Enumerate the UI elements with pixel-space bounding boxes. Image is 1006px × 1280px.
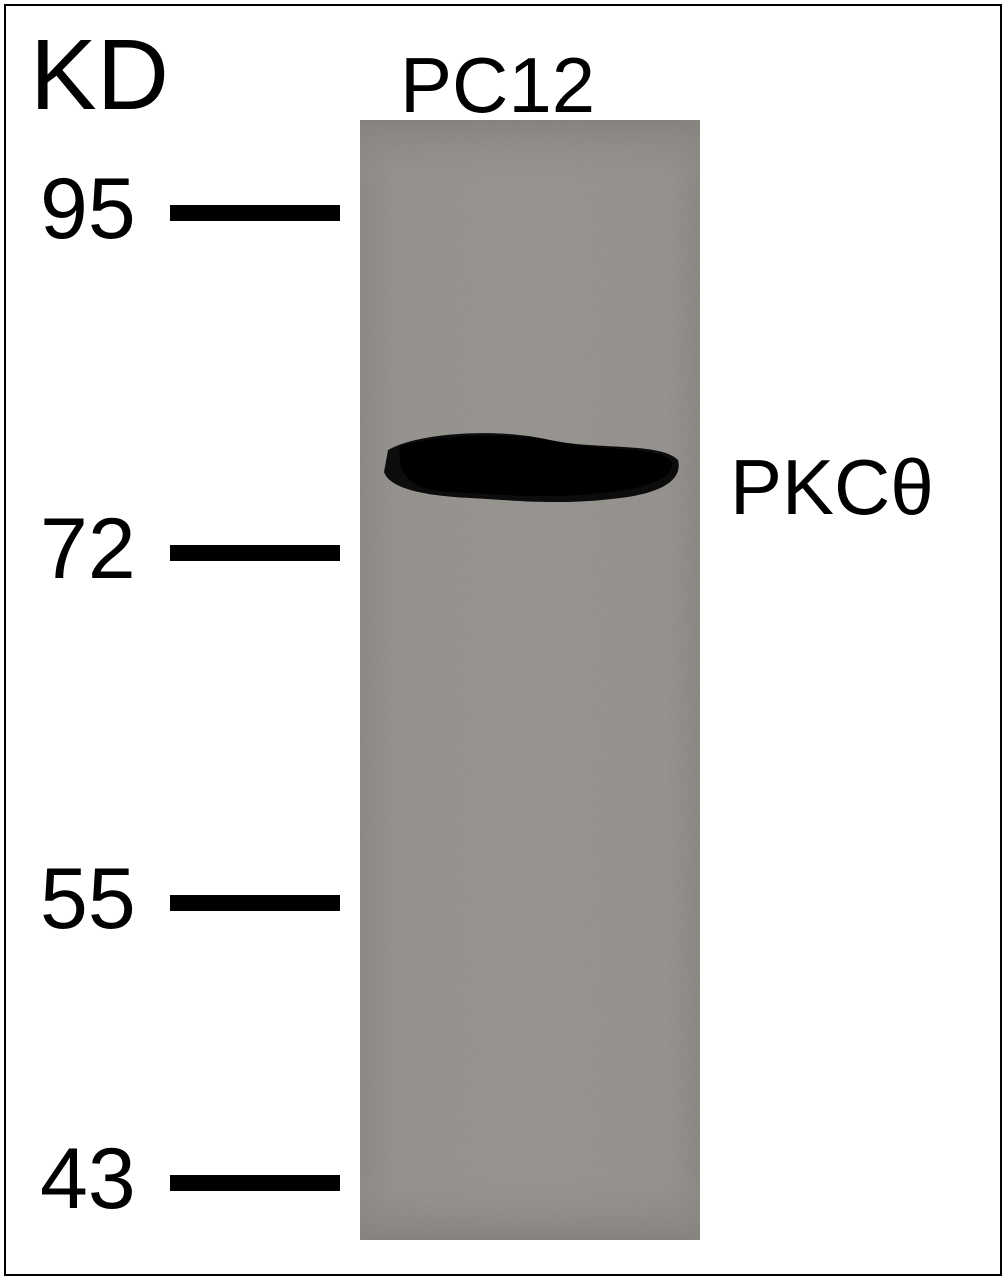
mw-tick-55 — [170, 895, 340, 911]
band-annotation: PKCθ — [730, 442, 934, 533]
mw-label-95: 95 — [40, 160, 136, 259]
mw-tick-95 — [170, 205, 340, 221]
mw-tick-72 — [170, 545, 340, 561]
blot-lane — [360, 120, 700, 1240]
mw-tick-43 — [170, 1175, 340, 1191]
mw-label-43: 43 — [40, 1130, 136, 1229]
lane-background — [360, 120, 700, 1240]
kd-header: KD — [30, 18, 169, 133]
lane-header: PC12 — [400, 40, 595, 131]
mw-label-72: 72 — [40, 500, 136, 599]
mw-label-55: 55 — [40, 850, 136, 949]
